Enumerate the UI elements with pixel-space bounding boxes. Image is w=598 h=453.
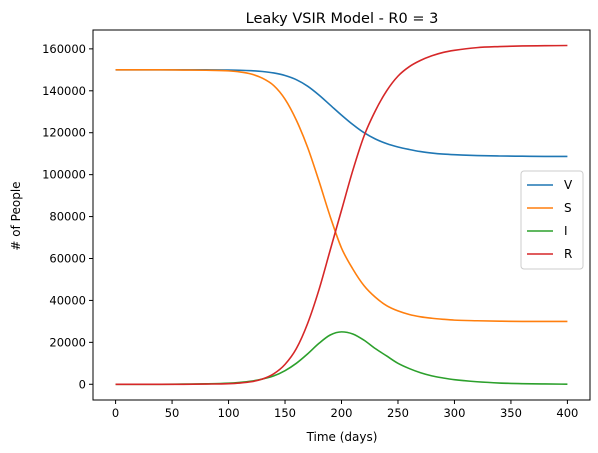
- y-tick-label: 80000: [49, 210, 86, 224]
- y-tick-label: 40000: [49, 293, 86, 307]
- legend-label-I: I: [564, 224, 568, 238]
- y-axis-label: # of People: [9, 181, 23, 250]
- x-axis-ticks: 0 50 100 150 200 250 300 350 400: [112, 400, 578, 420]
- series-line-V: [115, 69, 568, 158]
- x-tick-label: 200: [331, 406, 353, 420]
- y-tick-label: 60000: [49, 251, 86, 265]
- x-tick-label: 300: [443, 406, 465, 420]
- legend: VSIR: [520, 170, 584, 270]
- x-tick-label: 50: [165, 406, 180, 420]
- legend-label-V: V: [564, 178, 573, 192]
- legend-label-R: R: [564, 247, 572, 261]
- x-tick-label: 0: [112, 406, 119, 420]
- y-tick-label: 140000: [42, 84, 86, 98]
- y-tick-label: 120000: [42, 126, 86, 140]
- y-tick-label: 160000: [42, 42, 86, 56]
- legend-box: [520, 170, 584, 270]
- plot-frame: [92, 29, 591, 401]
- y-tick-label: 100000: [42, 168, 86, 182]
- series-line-S: [115, 69, 568, 323]
- legend-label-S: S: [564, 201, 572, 215]
- y-tick-label: 20000: [49, 335, 86, 349]
- chart-title: Leaky VSIR Model - R0 = 3: [246, 11, 439, 27]
- x-tick-label: 250: [387, 406, 409, 420]
- y-tick-label: 0: [79, 377, 86, 391]
- x-tick-label: 350: [500, 406, 522, 420]
- x-tick-label: 150: [274, 406, 296, 420]
- x-axis-label: Time (days): [306, 430, 378, 444]
- series-line-R: [115, 44, 568, 386]
- series-layer: [115, 44, 568, 386]
- x-tick-label: 100: [218, 406, 240, 420]
- x-tick-label: 400: [556, 406, 578, 420]
- y-axis-ticks: 0 20000 40000 60000 80000 100000 120000 140000 1…: [42, 42, 93, 391]
